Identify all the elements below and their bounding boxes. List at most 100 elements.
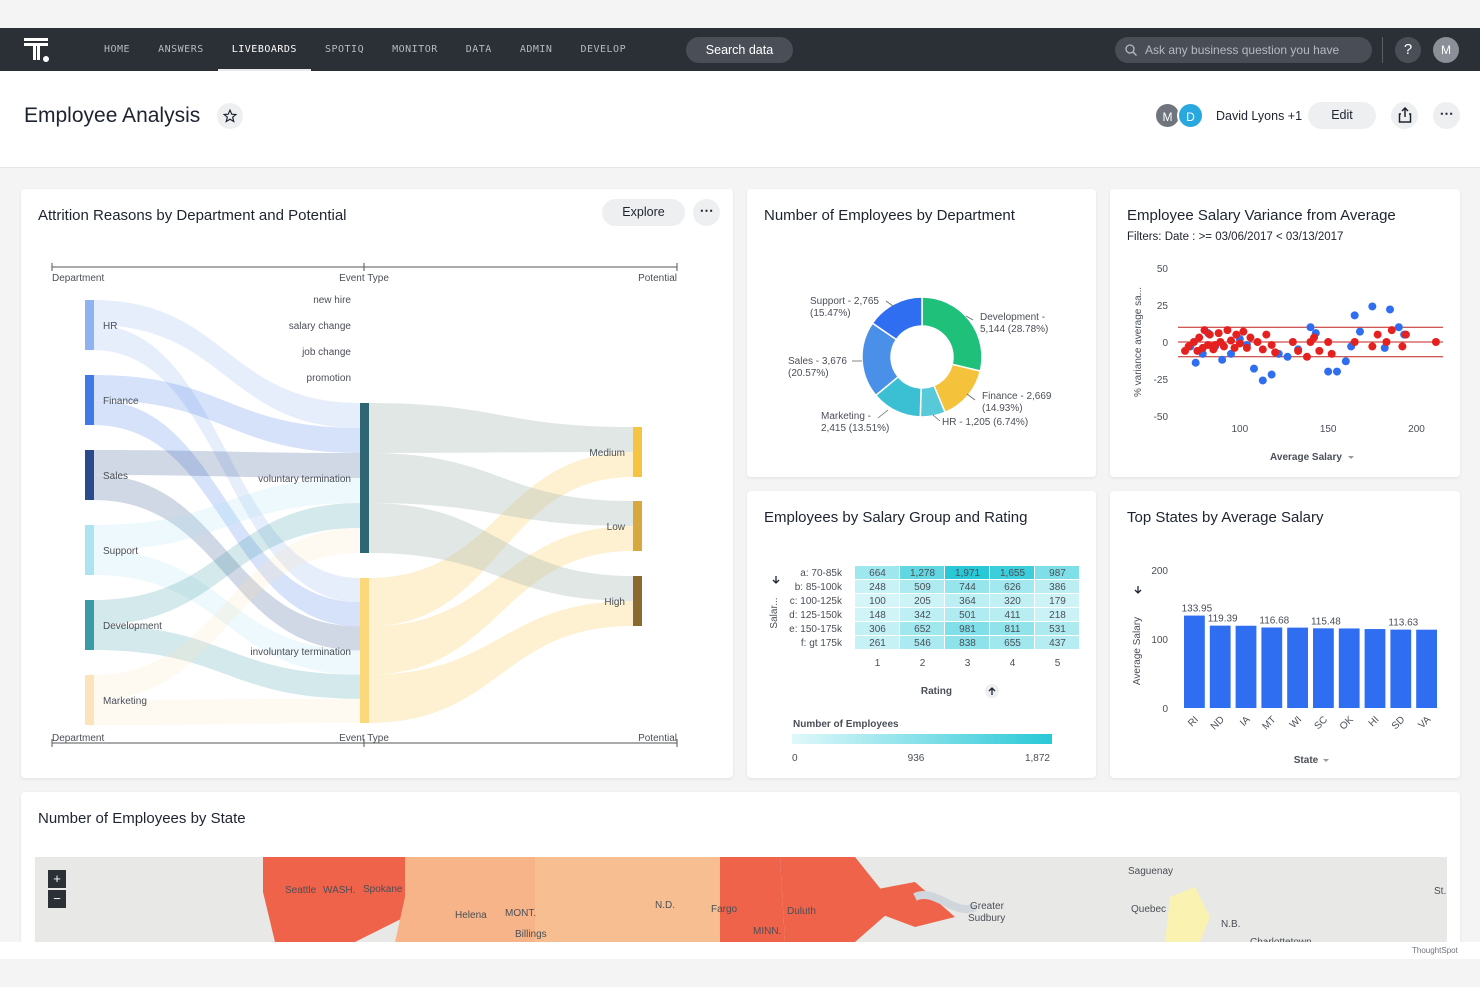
y-tick-label: 25 xyxy=(1157,301,1169,312)
heatmap-row-label: b: 85-100k xyxy=(795,582,843,593)
scatter-point xyxy=(1230,343,1239,352)
explore-button[interactable]: Explore xyxy=(602,199,685,226)
bar-value-label: 119.39 xyxy=(1208,614,1238,625)
sankey-link xyxy=(368,526,633,675)
map-place-label: MONT. xyxy=(505,908,536,919)
scatter-point xyxy=(1249,364,1258,373)
heatmap-cell-value: 1,971 xyxy=(955,568,980,579)
sankey-node-department xyxy=(85,600,94,650)
heatmap-cell xyxy=(855,566,899,579)
x-tick-label: SC xyxy=(1312,714,1330,732)
heatmap-cell xyxy=(945,636,989,649)
donut-data-label: Marketing - xyxy=(821,411,871,422)
edit-button[interactable]: Edit xyxy=(1308,102,1376,129)
heatmap-cell xyxy=(855,636,899,649)
footer-strip xyxy=(0,942,1480,959)
sankey-node-department xyxy=(85,450,94,500)
nav-item-admin[interactable]: ADMIN xyxy=(519,44,553,55)
bar xyxy=(1313,628,1334,708)
nav-divider xyxy=(1382,37,1383,63)
collaborator-avatar[interactable]: M xyxy=(1154,102,1181,129)
state-choropleth-map[interactable]: Seattle WASH. Spokane Helena MONT. Billings N.… xyxy=(35,857,1447,942)
nav-item-monitor[interactable]: MONITOR xyxy=(392,44,438,55)
state-idaho-montana xyxy=(395,857,535,942)
collaborator-avatar[interactable]: D xyxy=(1177,102,1204,129)
owner-name[interactable]: David Lyons +1 xyxy=(1216,109,1303,123)
x-tick-label: SD xyxy=(1390,714,1408,732)
heatmap-cell xyxy=(945,622,989,635)
donut-slice-development xyxy=(921,296,983,373)
donut-data-label: Finance - 2,669 xyxy=(982,391,1052,402)
heatmap-cell-value: 179 xyxy=(1049,596,1066,607)
heatmap-cell-value: 655 xyxy=(1004,638,1021,649)
scatter-point xyxy=(1267,340,1276,349)
x-axis-title: Average Salary xyxy=(1270,452,1342,463)
scatter-point xyxy=(1195,333,1204,342)
help-button[interactable]: ? xyxy=(1395,37,1421,63)
map-place-label: Billings xyxy=(515,929,547,940)
scatter-point xyxy=(1350,311,1359,320)
scatter-point xyxy=(1288,338,1297,346)
zoom-out-button[interactable]: − xyxy=(48,890,66,908)
state-montana xyxy=(535,857,720,942)
sankey-link xyxy=(93,503,360,625)
nav-item-liveboards[interactable]: LIVEBOARDS xyxy=(217,28,312,71)
donut-leader-line xyxy=(932,414,941,422)
user-avatar-button[interactable]: M xyxy=(1433,37,1459,63)
heatmap-cell xyxy=(900,636,944,649)
heatmap-cell-value: 261 xyxy=(869,638,886,649)
map-place-label: Fargo xyxy=(711,904,738,915)
more-options-button[interactable]: ⋯ xyxy=(1433,102,1460,129)
heatmap-cell-value: 531 xyxy=(1049,624,1066,635)
nav-item-home[interactable]: HOME xyxy=(104,44,131,55)
heatmap-row-label: e: 150-175k xyxy=(789,624,843,635)
nav-item-spotiq[interactable]: SPOTIQ xyxy=(324,44,365,55)
scatter-point xyxy=(1262,330,1271,339)
map-place-label: Saguenay xyxy=(1128,866,1173,877)
x-axis-title: State xyxy=(1294,755,1319,766)
card-more-button[interactable]: ⋯ xyxy=(693,199,720,226)
donut-data-label: 2,415 (13.51%) xyxy=(821,423,889,434)
share-button[interactable] xyxy=(1391,102,1418,129)
sankey-link xyxy=(93,625,360,699)
heatmap-cell-value: 248 xyxy=(869,582,886,593)
heatmap-row-label: d: 125-150k xyxy=(789,610,843,621)
sankey-label-event: promotion xyxy=(307,373,351,384)
map-place-label: WASH. xyxy=(323,885,355,896)
heatmap-row-label: f: gt 175k xyxy=(801,638,843,649)
thoughtspot-brand-label: ThoughtSpot xyxy=(1412,946,1458,955)
scatter-point xyxy=(1200,326,1209,335)
bar xyxy=(1261,627,1283,708)
x-tick-label: 200 xyxy=(1408,424,1425,435)
card-title: Employee Salary Variance from Average xyxy=(1127,207,1396,224)
nav-item-develop[interactable]: DEVELOP xyxy=(580,44,627,55)
heatmap-cell xyxy=(990,566,1034,579)
bar xyxy=(1364,629,1386,708)
search-data-button[interactable]: Search data xyxy=(686,37,793,63)
ask-question-input[interactable]: Ask any business question you have xyxy=(1115,37,1372,63)
nav-item-answers[interactable]: ANSWERS xyxy=(158,44,204,55)
liveboard-header: Employee Analysis M D David Lyons +1 Edi… xyxy=(0,71,1480,168)
heatmap-cell xyxy=(1035,566,1079,579)
scatter-point xyxy=(1327,349,1336,358)
heatmap-col-label: 3 xyxy=(965,658,971,669)
heatmap-row-label: a: 70-85k xyxy=(800,568,843,579)
star-icon xyxy=(222,108,238,123)
donut-data-label: Development - xyxy=(980,312,1045,323)
scatter-point xyxy=(1184,342,1193,351)
scatter-point xyxy=(1310,333,1319,342)
scatter-point xyxy=(1258,345,1267,354)
donut-data-label: 5,144 (28.78%) xyxy=(980,324,1048,335)
heatmap-cell-value: 342 xyxy=(914,610,931,621)
zoom-in-button[interactable]: + xyxy=(48,870,66,888)
x-axis-title: Rating xyxy=(921,686,952,697)
heatmap-cell xyxy=(990,608,1034,621)
scatter-point xyxy=(1205,330,1214,339)
map-view[interactable]: Seattle WASH. Spokane Helena MONT. Billings N.… xyxy=(35,857,1447,942)
heatmap-cell xyxy=(855,608,899,621)
sankey-label-department: Development xyxy=(103,621,162,632)
thoughtspot-logo-icon[interactable] xyxy=(24,38,52,64)
nav-item-data[interactable]: DATA xyxy=(465,44,492,55)
favorite-star-button[interactable] xyxy=(217,103,243,129)
heatmap-cell-value: 386 xyxy=(1049,582,1066,593)
